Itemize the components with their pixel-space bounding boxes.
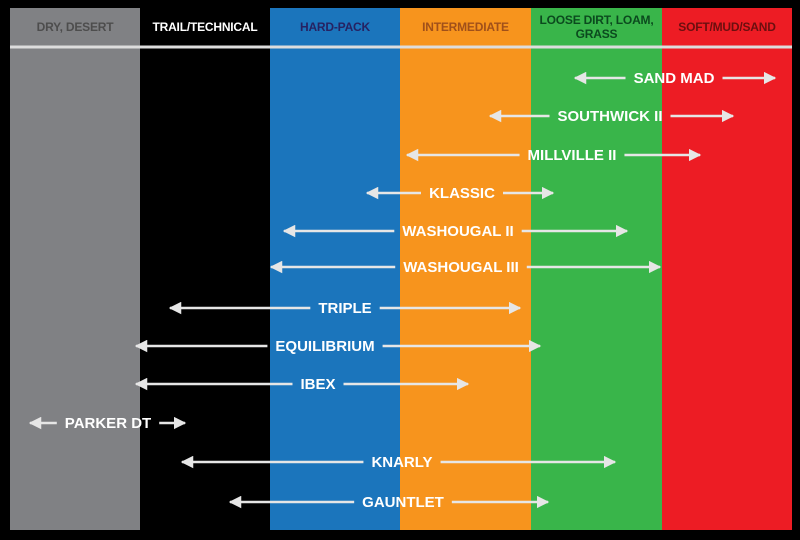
tire-range: TRIPLE bbox=[168, 300, 522, 317]
tire-range: SOUTHWICK II bbox=[488, 108, 735, 125]
tire-label: EQUILIBRIUM bbox=[275, 338, 374, 355]
tire-label: WASHOUGAL II bbox=[402, 223, 513, 240]
tire-label: SAND MAD bbox=[634, 70, 715, 87]
terrain-column bbox=[662, 8, 792, 530]
column-header: LOOSE DIRT, LOAM, GRASS bbox=[539, 13, 654, 41]
tire-label: IBEX bbox=[300, 376, 335, 393]
tire-label: TRIPLE bbox=[318, 300, 371, 317]
tire-label: SOUTHWICK II bbox=[558, 108, 663, 125]
terrain-column bbox=[400, 8, 531, 530]
tire-range: MILLVILLE II bbox=[405, 147, 702, 164]
tire-range: PARKER DT bbox=[28, 415, 187, 432]
column-header: DRY, DESERT bbox=[36, 20, 114, 34]
column-header: HARD-PACK bbox=[300, 20, 370, 34]
column-header: TRAIL/TECHNICAL bbox=[152, 20, 258, 34]
column-header: INTERMEDIATE bbox=[422, 20, 509, 34]
column-header: SOFT/MUD/SAND bbox=[678, 20, 776, 34]
tire-range: KLASSIC bbox=[365, 185, 555, 202]
tire-label: MILLVILLE II bbox=[528, 147, 617, 164]
tire-range: WASHOUGAL III bbox=[269, 259, 662, 276]
tire-range: WASHOUGAL II bbox=[282, 223, 629, 240]
terrain-column bbox=[270, 8, 400, 530]
tire-range: SAND MAD bbox=[573, 70, 777, 87]
tire-label: KNARLY bbox=[371, 454, 432, 471]
tire-range: IBEX bbox=[134, 376, 470, 393]
terrain-column bbox=[140, 8, 270, 530]
tire-label: PARKER DT bbox=[65, 415, 151, 432]
tire-label: KLASSIC bbox=[429, 185, 495, 202]
terrain-column bbox=[531, 8, 662, 530]
tire-label: WASHOUGAL III bbox=[403, 259, 519, 276]
tire-range: GAUNTLET bbox=[228, 494, 550, 511]
terrain-column bbox=[10, 8, 140, 530]
tire-label: GAUNTLET bbox=[362, 494, 444, 511]
tire-range: KNARLY bbox=[180, 454, 617, 471]
tire-range: EQUILIBRIUM bbox=[134, 338, 542, 355]
